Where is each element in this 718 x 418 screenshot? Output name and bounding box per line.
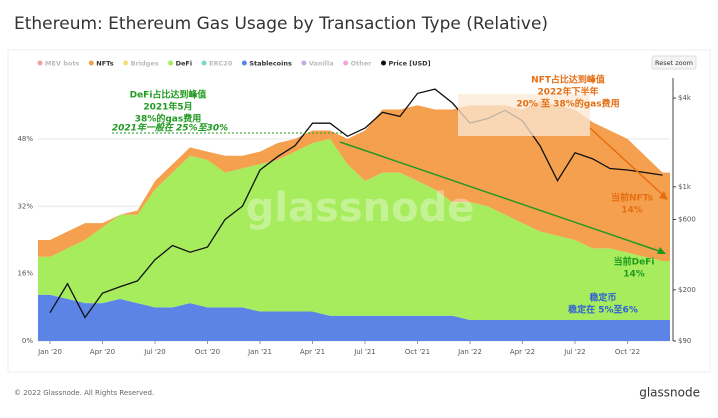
area [38, 138, 670, 320]
y2-tick-label: $4k [678, 94, 692, 102]
legend-label[interactable]: Bridges [131, 60, 159, 68]
x-tick-label: Apr '20 [90, 348, 115, 356]
trend-arrow [339, 141, 663, 253]
legend-marker [37, 60, 43, 66]
x-tick-label: Jan '21 [247, 348, 272, 356]
legend-label[interactable]: NFTs [96, 60, 113, 68]
legend-label[interactable]: DeFi [176, 60, 192, 68]
legend-marker [381, 60, 387, 66]
legend-marker [168, 60, 174, 66]
annotation: 2021年5月 [143, 101, 192, 113]
legend-marker [88, 60, 94, 66]
arrow-head [657, 247, 666, 254]
arrow-head [659, 191, 668, 200]
chart-title: Ethereum: Ethereum Gas Usage by Transact… [14, 14, 548, 34]
annotation: 14% [621, 206, 643, 216]
y2-tick-label: $600 [678, 216, 696, 224]
x-tick-label: Oct '20 [195, 348, 220, 356]
reset-zoom-label[interactable]: Reset zoom [655, 59, 693, 67]
area [38, 101, 670, 262]
trend-arrow [589, 127, 665, 197]
x-tick-label: Oct '22 [615, 348, 640, 356]
y2-tick-label: $1k [678, 183, 692, 191]
x-tick-label: Oct '21 [405, 348, 430, 356]
annotation: 当前NFTs [611, 192, 653, 204]
annotation: 2022年下半年 [537, 86, 598, 98]
x-tick-label: Apr '21 [300, 348, 325, 356]
legend-label[interactable]: Vanilla [309, 60, 334, 68]
y-tick-label: 0% [22, 337, 33, 345]
legend-label[interactable]: ERC20 [209, 60, 233, 68]
y2-tick-label: $200 [678, 286, 696, 294]
legend-marker [201, 60, 207, 66]
y-tick-label: 32% [17, 202, 33, 210]
legend-label[interactable]: MEV bots [45, 60, 79, 68]
legend-label[interactable]: Stablecoins [249, 60, 292, 68]
annotation: 稳定在 5%至6% [568, 304, 638, 316]
legend-marker [241, 60, 247, 66]
reset-zoom-button[interactable] [651, 55, 697, 70]
plot-area [38, 88, 670, 344]
annotation: 2021年一般在 25%至30% [112, 123, 228, 134]
annotation: DeFi占比达到峰值 [130, 89, 207, 101]
logo: glassnode [639, 386, 700, 400]
annotation: NFT占比达到峰值 [531, 74, 605, 86]
annotation: 稳定币 [589, 292, 616, 304]
x-tick-label: Jul '20 [143, 348, 166, 356]
annotation: 38%的gas费用 [135, 113, 201, 125]
watermark: glassnode [246, 185, 475, 231]
x-tick-label: Jul '21 [353, 348, 376, 356]
x-tick-label: Jan '22 [457, 348, 482, 356]
footer: © 2022 Glassnode. All Rights Reserved. [14, 389, 154, 397]
legend-marker [343, 60, 349, 66]
legend-marker [123, 60, 129, 66]
legend-label[interactable]: Other [351, 60, 373, 68]
y-tick-label: 48% [17, 135, 33, 143]
y-tick-label: 16% [17, 270, 33, 278]
price-line [49, 88, 663, 319]
x-tick-label: Jan '20 [37, 348, 62, 356]
x-tick-label: Jul '22 [563, 348, 586, 356]
annotation: 当前DeFi [614, 256, 655, 268]
annotation: 14% [623, 270, 645, 280]
legend-label[interactable]: Price [USD] [389, 60, 431, 68]
highlight-box [458, 94, 590, 136]
area [38, 294, 670, 341]
y2-tick-label: $90 [678, 337, 691, 345]
x-tick-label: Apr '22 [510, 348, 535, 356]
legend-marker [301, 60, 307, 66]
annotation: 20% 至 38%的gas费用 [516, 98, 619, 110]
